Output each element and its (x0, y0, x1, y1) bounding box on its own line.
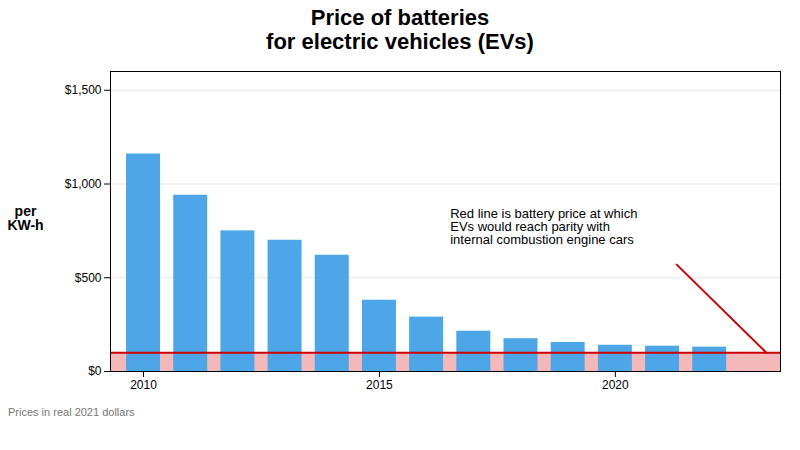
svg-text:Red line is battery price at w: Red line is battery price at whichEVs wo… (450, 206, 637, 247)
svg-text:$500: $500 (75, 271, 102, 285)
svg-text:2020: 2020 (602, 378, 629, 392)
svg-text:perKW-h: perKW-h (7, 204, 43, 234)
svg-text:$0: $0 (88, 365, 102, 379)
svg-text:2015: 2015 (366, 378, 393, 392)
html-text:Prices in real 2021 dollars: Prices in real 2021 dollars (8, 406, 135, 419)
svg-text:$1,000: $1,000 (65, 177, 102, 191)
svg-text:2010: 2010 (130, 378, 157, 392)
svg-text:$1,500: $1,500 (65, 83, 102, 97)
html-text:Price of batteries for electri: Price of batteries for electric vehicles… (266, 5, 534, 55)
